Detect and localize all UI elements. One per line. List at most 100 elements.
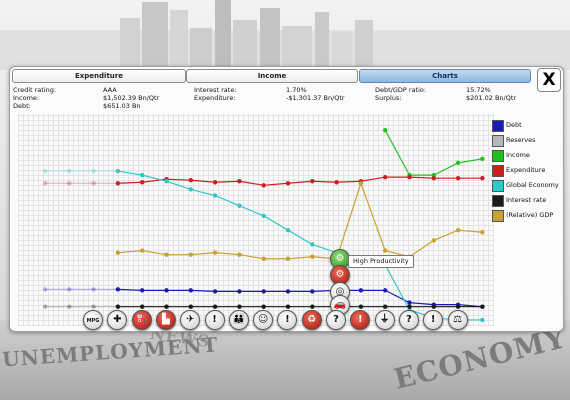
data-point-interest-rate [480, 304, 485, 309]
data-point-relative-gdp [455, 228, 461, 233]
credit-rating-value: AAA [103, 86, 117, 94]
mpg-icon[interactable]: MPG [83, 310, 103, 330]
data-point-interest-rate [285, 304, 291, 309]
data-point-income [383, 128, 388, 133]
debt-label: Debt: [13, 102, 31, 110]
data-point-debt [310, 289, 315, 294]
mpg-icon-glyph: MPG [86, 318, 100, 324]
data-point-expenditure [310, 179, 315, 184]
series-line-income [433, 162, 459, 176]
series-line-global-economy [239, 205, 264, 217]
data-point-global-economy [285, 228, 291, 233]
chart-area [18, 114, 494, 326]
data-point-interest-rate [407, 304, 412, 309]
productivity-gears-red-icon[interactable]: ⚙ [330, 265, 350, 285]
data-point-interest-rate [358, 304, 364, 309]
data-point-global-economy [115, 168, 121, 174]
factory-icon[interactable]: ▙ [155, 310, 176, 330]
legend-swatch-global-economy [492, 180, 504, 192]
series-line-expenditure [117, 181, 143, 184]
warning-icon-1[interactable]: ! [204, 310, 225, 330]
series-line-global-economy [117, 170, 143, 176]
data-point-relative-gdp [164, 252, 169, 257]
close-button[interactable]: X [537, 68, 561, 92]
data-point-interest-rate [164, 304, 169, 309]
family-icon[interactable]: 👪 [228, 310, 249, 330]
data-point-relative-gdp [383, 248, 388, 253]
data-point-interest-rate [261, 304, 266, 309]
data-point-relative-gdp [310, 254, 315, 259]
productivity-gears-red-icon-glyph: ⚙ [335, 269, 345, 280]
question-icon-1[interactable]: ? [326, 310, 346, 330]
legend-label-debt: Debt [506, 121, 522, 129]
plug-icon-glyph: ⏚ [379, 314, 390, 325]
debt-value: $651.03 Bn [103, 102, 141, 110]
data-point-expenditure [407, 174, 412, 180]
series-line-global-economy [142, 174, 167, 182]
legend-swatch-relative-gdp [492, 210, 504, 222]
city-skyline [0, 0, 570, 70]
series-line-relative-gdp [190, 252, 216, 256]
legend-label-interest-rate: Interest rate [506, 196, 547, 204]
tab-charts[interactable]: Charts [359, 69, 531, 83]
warning-icon-4[interactable]: ! [423, 310, 444, 330]
data-point-relative-gdp [285, 256, 291, 261]
data-point-relative-gdp [431, 238, 436, 243]
series-line-relative-gdp [239, 254, 264, 260]
data-point-global-economy [67, 168, 72, 174]
tab-expenditure[interactable]: Expenditure [12, 69, 186, 83]
data-point-relative-gdp [115, 250, 121, 255]
data-point-global-economy [480, 317, 485, 323]
data-point-global-economy [164, 179, 169, 184]
legend-swatch-interest-rate [492, 195, 504, 207]
data-point-interest-rate [140, 304, 145, 309]
data-point-expenditure [261, 183, 266, 188]
series-line-expenditure [239, 180, 264, 186]
factory-icon-glyph: ▙ [162, 314, 170, 325]
recycle-icon[interactable]: ♻ [301, 310, 322, 330]
legend-swatch-reserves [492, 135, 504, 147]
theatre-masks-icon-glyph: ☺ [257, 314, 269, 325]
data-point-debt [115, 287, 121, 292]
data-point-income [431, 172, 436, 178]
legend-label-relative-gdp: (Relative) GDP [506, 211, 554, 219]
car-icon-glyph: 🚗 [333, 299, 347, 310]
legend-label-expenditure: Expenditure [506, 166, 546, 174]
medical-cross-icon-glyph: ✚ [113, 314, 122, 325]
warning-icon-3[interactable]: ! [350, 310, 371, 330]
series-line-global-economy [214, 194, 240, 207]
tab-income[interactable]: Income [186, 69, 358, 83]
warning-icon-2[interactable]: ! [277, 310, 298, 330]
series-debt [42, 287, 485, 309]
data-point-debt [237, 289, 242, 294]
newspaper-background: UNEMPLOYMENT ECONOMY NEWS [0, 320, 570, 400]
data-point-expenditure [188, 178, 193, 183]
credit-rating-label: Credit rating: [13, 86, 57, 94]
data-point-relative-gdp [188, 252, 193, 257]
data-point-expenditure [334, 180, 339, 185]
theatre-masks-icon[interactable]: ☺ [253, 310, 274, 330]
data-point-global-economy [42, 168, 48, 174]
series-line-relative-gdp [142, 250, 167, 256]
series-line-expenditure [312, 180, 337, 183]
data-point-interest-rate [115, 304, 121, 309]
plane-icon[interactable]: ✈ [180, 310, 201, 330]
satellite-icon-glyph: ◎ [335, 286, 345, 297]
data-point-debt [91, 287, 96, 292]
data-point-global-economy [212, 193, 218, 198]
gavel-icon[interactable]: ⚖ [447, 310, 468, 330]
data-point-relative-gdp [140, 248, 145, 253]
oil-pump-icon[interactable]: ⛽ [131, 310, 152, 330]
data-point-relative-gdp [237, 252, 242, 257]
series-line-global-economy [263, 215, 289, 231]
data-point-interest-rate [188, 304, 193, 309]
data-point-debt [188, 288, 193, 293]
question-icon-2-glyph: ? [405, 314, 412, 325]
question-icon-2[interactable]: ? [398, 310, 419, 330]
legend-label-reserves: Reserves [506, 136, 536, 144]
data-point-debt [67, 287, 72, 292]
data-point-expenditure [212, 180, 218, 185]
plug-icon[interactable]: ⏚ [374, 310, 395, 330]
medical-cross-icon[interactable]: ✚ [107, 310, 128, 330]
series-line-debt [409, 302, 434, 306]
